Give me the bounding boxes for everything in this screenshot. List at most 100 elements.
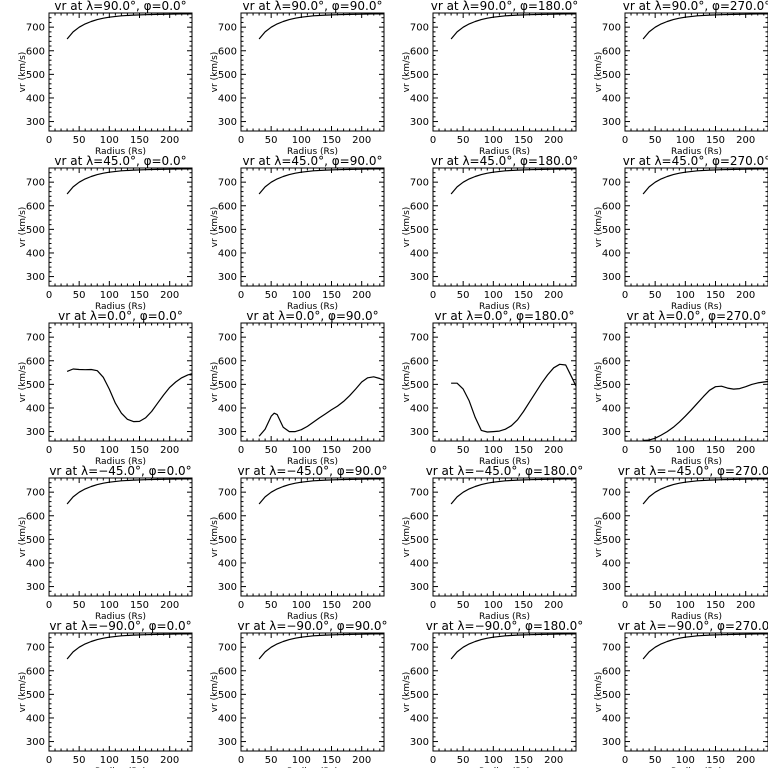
y-tick-label: 500 — [410, 535, 429, 546]
series-line — [450, 478, 576, 505]
y-axis-label: vr (km/s) — [210, 362, 220, 403]
y-axis-label: vr (km/s) — [402, 362, 412, 403]
plot-frame — [624, 167, 768, 287]
y-tick-label: 700 — [218, 178, 237, 189]
y-tick-label: 400 — [602, 558, 621, 569]
plot-frame — [624, 12, 768, 132]
chart-panel: vr at λ=−90.0°, φ=270.0° 0 50 100 150 200 300 4… — [594, 619, 768, 772]
y-tick-label: 600 — [602, 356, 621, 367]
plot-frame — [624, 322, 768, 442]
x-tick-label: 100 — [484, 290, 503, 301]
y-tick-label: 400 — [26, 403, 45, 414]
x-tick-label: 0 — [46, 135, 52, 146]
x-tick-label: 50 — [649, 290, 662, 301]
y-tick-label: 600 — [602, 201, 621, 212]
x-tick-label: 50 — [649, 755, 662, 766]
series-line — [258, 633, 384, 660]
y-tick-label: 300 — [26, 117, 45, 128]
x-tick-label: 150 — [706, 135, 725, 146]
y-axis-label: vr (km/s) — [18, 207, 28, 248]
chart-title: vr at λ=−45.0°, φ=270.0° — [618, 464, 768, 478]
plot-frame — [240, 12, 385, 132]
x-tick-label: 200 — [544, 290, 563, 301]
plot-frame — [432, 12, 577, 132]
x-tick-label: 50 — [649, 135, 662, 146]
series-line — [642, 168, 768, 195]
x-tick-label: 150 — [130, 135, 149, 146]
x-tick-label: 200 — [160, 600, 179, 611]
x-tick-label: 150 — [322, 290, 341, 301]
x-tick-label: 200 — [160, 135, 179, 146]
y-tick-label: 600 — [26, 201, 45, 212]
y-tick-label: 500 — [218, 690, 237, 701]
series-line — [642, 13, 768, 40]
y-tick-label: 500 — [218, 225, 237, 236]
y-tick-label: 400 — [218, 403, 237, 414]
x-tick-label: 200 — [352, 600, 371, 611]
x-tick-label: 0 — [46, 445, 52, 456]
y-tick-label: 400 — [26, 713, 45, 724]
x-tick-label: 100 — [676, 445, 695, 456]
chart-title: vr at λ=−45.0°, φ=0.0° — [49, 464, 191, 478]
x-tick-label: 50 — [73, 600, 86, 611]
chart-title: vr at λ=0.0°, φ=90.0° — [246, 309, 378, 323]
x-tick-label: 50 — [265, 600, 278, 611]
y-tick-label: 700 — [218, 23, 237, 34]
x-tick-label: 150 — [322, 445, 341, 456]
y-tick-label: 600 — [218, 666, 237, 677]
x-axis-label: Radius (Rs) — [95, 147, 146, 157]
x-tick-label: 100 — [292, 290, 311, 301]
y-tick-label: 300 — [218, 272, 237, 283]
y-axis-label: vr (km/s) — [18, 52, 28, 93]
chart-title: vr at λ=−90.0°, φ=180.0° — [426, 619, 584, 633]
chart-panel: vr at λ=−90.0°, φ=90.0° 0 50 100 150 200 300 40… — [210, 619, 387, 772]
x-tick-label: 100 — [100, 290, 119, 301]
x-tick-label: 50 — [73, 445, 86, 456]
y-tick-label: 400 — [218, 558, 237, 569]
x-axis-label: Radius (Rs) — [287, 302, 338, 312]
x-axis-label: Radius (Rs) — [479, 147, 530, 157]
x-tick-label: 200 — [352, 445, 371, 456]
y-tick-label: 700 — [602, 23, 621, 34]
chart-panel: vr at λ=−45.0°, φ=90.0° 0 50 100 150 200 300 40… — [210, 464, 387, 622]
plot-frame — [432, 322, 577, 442]
x-tick-label: 200 — [544, 755, 563, 766]
chart-title: vr at λ=90.0°, φ=180.0° — [431, 0, 579, 13]
x-tick-label: 50 — [73, 135, 86, 146]
x-tick-label: 200 — [736, 445, 755, 456]
x-tick-label: 150 — [706, 600, 725, 611]
y-tick-label: 300 — [26, 582, 45, 593]
y-tick-label: 600 — [602, 511, 621, 522]
y-tick-label: 500 — [218, 535, 237, 546]
plot-frame — [48, 12, 193, 132]
y-tick-label: 400 — [410, 713, 429, 724]
y-tick-label: 600 — [218, 46, 237, 57]
y-axis-label: vr (km/s) — [210, 672, 220, 713]
y-tick-label: 500 — [26, 535, 45, 546]
y-axis-label: vr (km/s) — [594, 52, 604, 93]
y-tick-label: 700 — [602, 488, 621, 499]
y-tick-label: 700 — [410, 333, 429, 344]
y-tick-label: 400 — [26, 558, 45, 569]
series-line — [66, 478, 192, 505]
chart-title: vr at λ=45.0°, φ=90.0° — [243, 154, 383, 168]
x-tick-label: 200 — [160, 755, 179, 766]
chart-panel: vr at λ=−45.0°, φ=0.0° 0 50 100 150 200 300 400… — [18, 464, 193, 622]
x-tick-label: 50 — [457, 600, 470, 611]
x-axis-label: Radius (Rs) — [95, 612, 146, 622]
series-line — [258, 13, 384, 40]
x-axis-label: Radius (Rs) — [95, 302, 146, 312]
x-tick-label: 200 — [544, 135, 563, 146]
y-tick-label: 300 — [26, 737, 45, 748]
y-tick-label: 300 — [410, 272, 429, 283]
y-tick-label: 400 — [218, 93, 237, 104]
x-tick-label: 50 — [457, 755, 470, 766]
chart-title: vr at λ=0.0°, φ=180.0° — [435, 309, 575, 323]
x-tick-label: 100 — [100, 445, 119, 456]
y-tick-label: 600 — [410, 201, 429, 212]
y-tick-label: 500 — [602, 225, 621, 236]
x-tick-label: 150 — [322, 135, 341, 146]
x-tick-label: 150 — [514, 600, 533, 611]
y-tick-label: 600 — [26, 356, 45, 367]
y-tick-label: 500 — [218, 380, 237, 391]
